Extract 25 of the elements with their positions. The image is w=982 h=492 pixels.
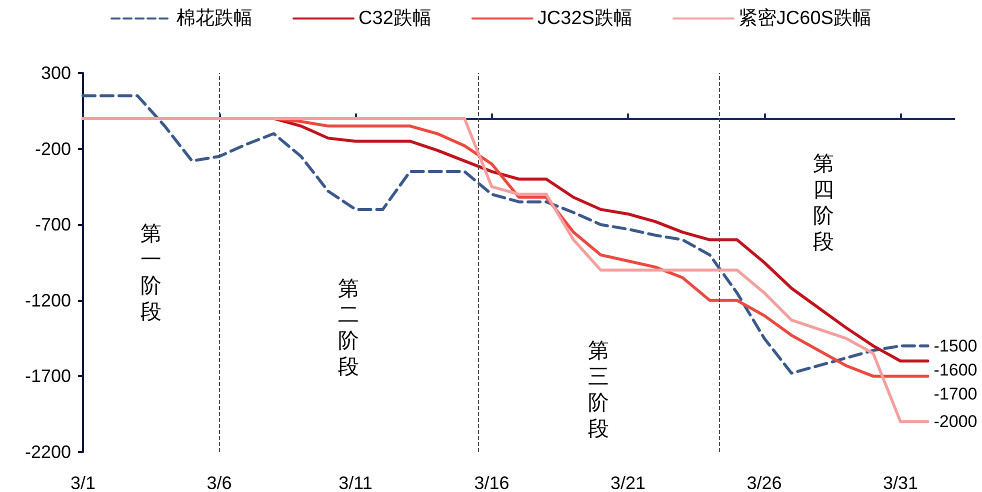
legend-label: JC32S跌幅 [537, 8, 632, 29]
y-tick-label: -2200 [24, 442, 71, 462]
legend-label: 棉花跌幅 [176, 8, 253, 29]
x-tick-label: 3/21 [610, 473, 646, 492]
x-tick-label: 3/6 [206, 473, 232, 492]
y-tick-label: -1700 [24, 366, 71, 386]
legend-label: C32跌幅 [358, 8, 432, 29]
data-label: -2000 [934, 412, 978, 432]
y-tick-label: -700 [34, 214, 71, 235]
annotation: 第一阶段 [140, 222, 162, 324]
x-tick-label: 3/31 [882, 473, 918, 492]
y-tick-label: -200 [34, 138, 71, 159]
x-tick-label: 3/16 [474, 473, 510, 492]
data-label: -1600 [934, 360, 978, 380]
annotation: 第四阶段 [812, 152, 834, 254]
y-tick-label: -1200 [24, 290, 71, 310]
legend-label: 紧密JC60S跌幅 [738, 7, 872, 29]
data-label: -1700 [934, 384, 978, 404]
x-tick-label: 3/26 [746, 473, 782, 492]
annotation: 第二阶段 [338, 277, 360, 378]
y-tick-label: 300 [40, 63, 71, 83]
data-label: -1500 [934, 336, 978, 356]
x-tick-label: 3/1 [70, 473, 96, 492]
annotation: 第三阶段 [588, 340, 609, 441]
x-tick-label: 3/11 [338, 473, 372, 492]
